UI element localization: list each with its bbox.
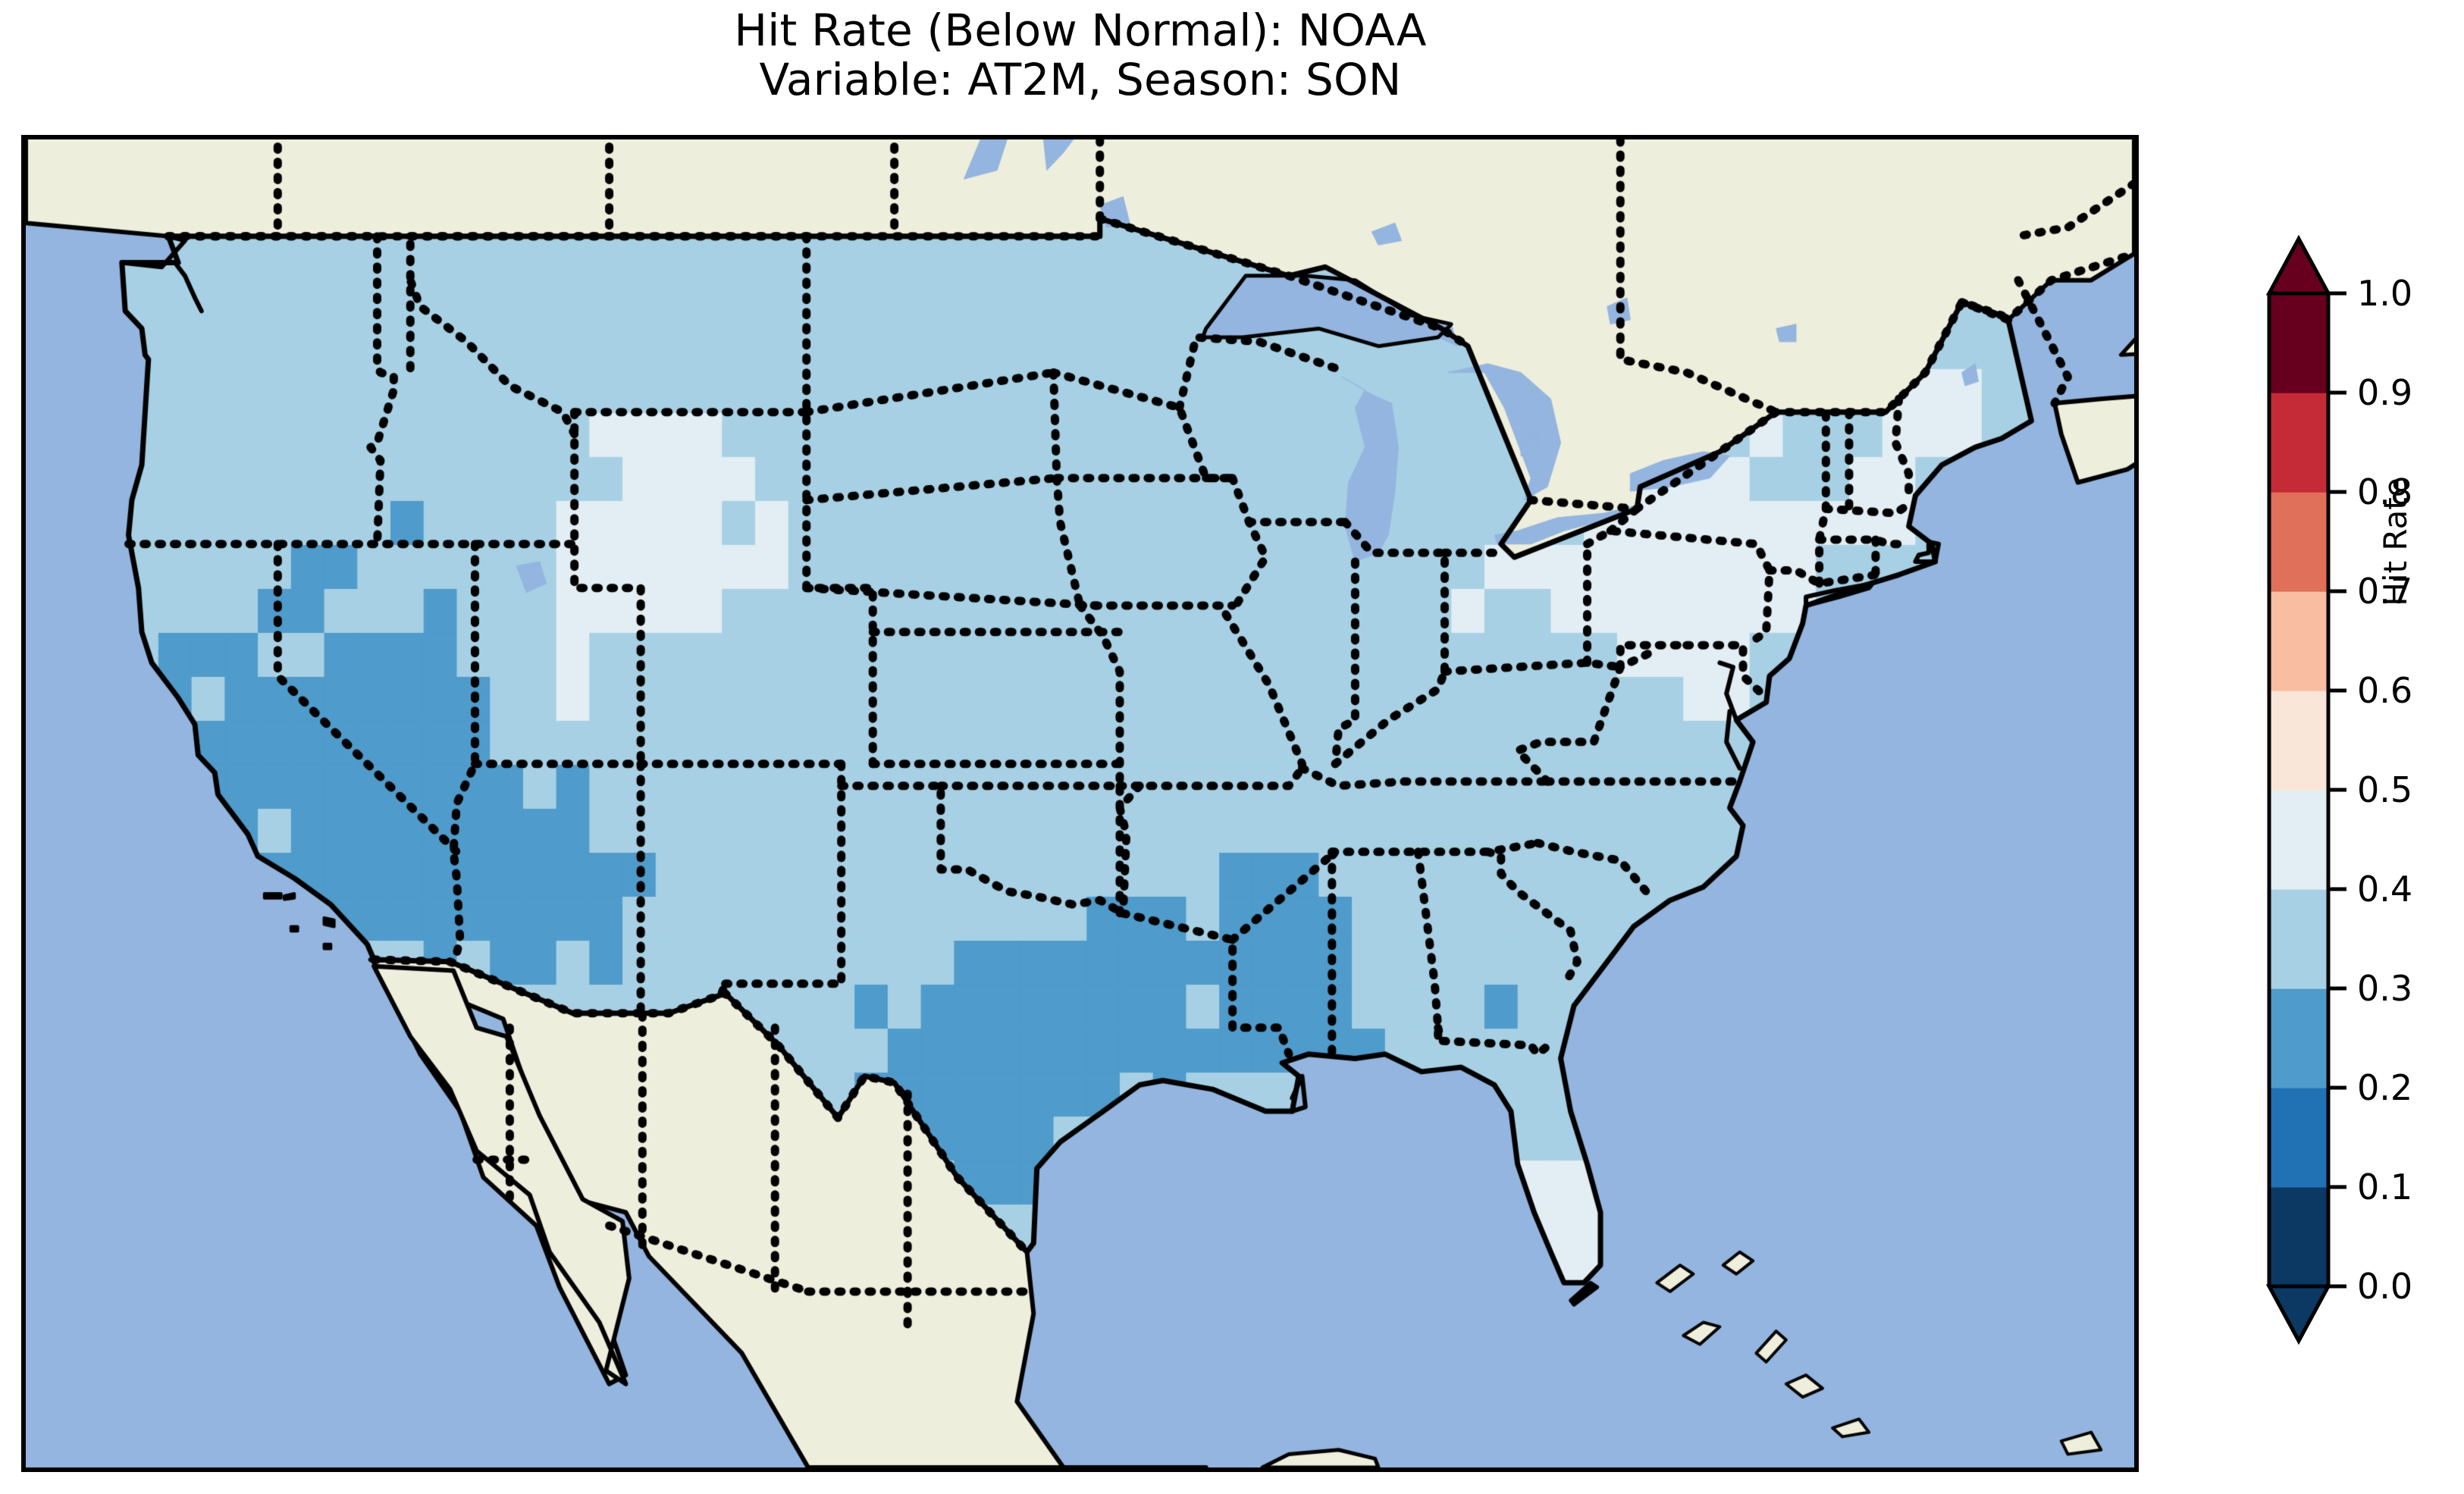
hit-rate-heatmap-canvas — [26, 139, 2134, 1467]
colorbar-tick-label: 0.5 — [2357, 769, 2413, 810]
colorbar-tick-label: 0.1 — [2357, 1167, 2413, 1207]
colorbar-tick-label: 0.4 — [2357, 869, 2413, 910]
colorbar-tick-label: 0.9 — [2357, 372, 2413, 413]
colorbar-tick-label: 0.2 — [2357, 1067, 2413, 1108]
colorbar-tick-label: 0.8 — [2357, 471, 2413, 512]
colorbar: Hit Rate 0.0 0.1 0.2 0.3 0.4 0.5 0.6 0.7 0.8 0.9 1… — [2263, 227, 2460, 1380]
colorbar-tick-label: 0.3 — [2357, 968, 2413, 1009]
title-line-2: Variable: AT2M, Season: SON — [759, 53, 1402, 105]
title-line-1: Hit Rate (Below Normal): NOAA — [734, 5, 1427, 56]
map-plot-area — [21, 135, 2139, 1472]
colorbar-tick-label: 0.0 — [2357, 1266, 2413, 1307]
colorbar-tick-label: 0.7 — [2357, 571, 2413, 612]
page-title: Hit Rate (Below Normal): NOAA Variable: … — [0, 6, 2161, 105]
colorbar-tick-label: 0.6 — [2357, 670, 2413, 711]
colorbar-graphic — [2265, 234, 2346, 1345]
colorbar-axis-label: Hit Rate — [2377, 478, 2414, 606]
colorbar-tick-label: 1.0 — [2357, 273, 2413, 314]
